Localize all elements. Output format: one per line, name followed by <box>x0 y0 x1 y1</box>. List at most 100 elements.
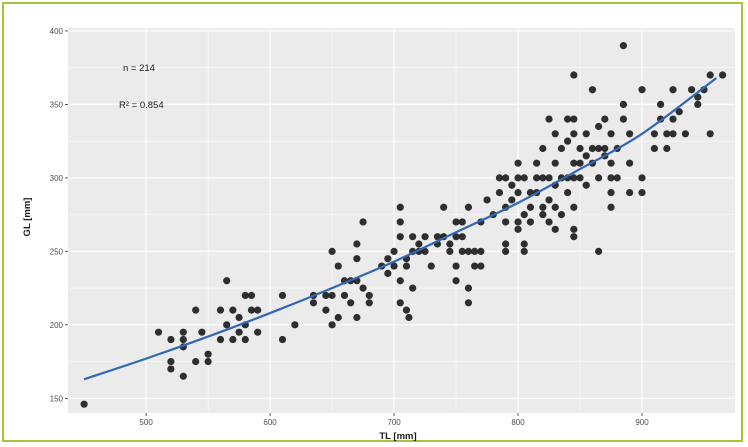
data-point <box>626 130 634 138</box>
data-point <box>607 174 615 182</box>
data-point <box>229 306 237 314</box>
data-point <box>347 299 355 307</box>
data-point <box>291 321 299 329</box>
data-point <box>570 174 578 182</box>
data-point <box>650 144 659 153</box>
data-point <box>570 159 578 167</box>
data-point <box>607 188 615 197</box>
data-point <box>154 328 163 336</box>
data-point <box>688 86 696 94</box>
data-point <box>508 181 516 189</box>
data-point <box>533 174 541 182</box>
data-point <box>384 255 392 263</box>
data-point <box>452 218 460 226</box>
data-point <box>464 284 473 292</box>
data-point <box>570 203 578 211</box>
data-point <box>551 225 559 233</box>
data-point <box>359 284 367 292</box>
data-point <box>167 357 175 366</box>
data-point <box>601 144 609 153</box>
data-point <box>421 247 429 255</box>
data-point <box>576 159 584 167</box>
data-point <box>464 203 473 211</box>
data-point <box>402 262 411 270</box>
data-point <box>254 328 262 336</box>
data-point <box>502 247 510 255</box>
y-tick-label: 350 <box>50 100 64 109</box>
data-point <box>675 108 683 116</box>
data-point <box>539 211 547 219</box>
data-point <box>669 86 677 94</box>
data-point <box>551 130 559 138</box>
data-point <box>576 144 584 153</box>
data-point <box>706 71 714 79</box>
data-point <box>396 233 404 241</box>
fit-curve <box>83 77 718 381</box>
data-point <box>607 203 615 211</box>
x-tick-label: 700 <box>387 418 401 427</box>
data-point <box>440 203 448 211</box>
data-point <box>564 115 572 123</box>
data-point <box>390 247 398 255</box>
data-point <box>452 277 460 285</box>
data-point <box>638 174 646 182</box>
data-point <box>582 181 590 189</box>
data-point <box>619 100 628 109</box>
data-point <box>235 328 243 336</box>
data-point <box>365 291 373 300</box>
data-point <box>576 174 584 182</box>
data-point <box>520 211 528 219</box>
data-point <box>446 240 454 248</box>
data-point <box>446 247 454 255</box>
data-point <box>229 335 237 344</box>
data-point <box>254 306 262 314</box>
data-point <box>204 350 212 358</box>
data-point <box>514 174 522 182</box>
data-point <box>514 188 522 197</box>
data-point <box>619 42 628 50</box>
data-point <box>390 262 398 270</box>
data-point <box>409 233 417 241</box>
data-point <box>570 71 578 79</box>
data-point <box>384 269 392 278</box>
data-point <box>607 159 615 167</box>
data-point <box>650 130 659 138</box>
data-point <box>216 335 225 344</box>
data-point <box>353 255 361 263</box>
data-point <box>626 159 634 167</box>
data-point <box>359 218 367 226</box>
data-point <box>588 86 597 94</box>
data-point <box>464 247 473 255</box>
data-point <box>179 328 187 336</box>
data-point <box>427 262 435 270</box>
annotation-n: n = 214 <box>123 63 155 74</box>
data-point <box>396 203 404 211</box>
data-point <box>638 188 646 197</box>
data-point <box>539 203 547 211</box>
data-point <box>551 203 559 211</box>
data-point <box>409 284 417 292</box>
data-point <box>564 137 572 145</box>
data-point <box>405 313 413 322</box>
data-point <box>421 233 429 241</box>
data-point <box>278 335 287 344</box>
y-tick-label: 400 <box>50 27 64 36</box>
data-point <box>167 335 175 344</box>
data-point <box>458 218 466 226</box>
data-point <box>322 291 330 300</box>
data-point <box>247 306 256 314</box>
data-point <box>619 115 628 123</box>
data-point <box>192 306 200 314</box>
data-point <box>334 313 342 322</box>
data-point <box>433 233 442 241</box>
data-point <box>706 130 714 138</box>
data-point <box>533 159 541 167</box>
data-point <box>520 240 528 248</box>
data-point <box>514 218 522 226</box>
data-point <box>626 188 634 197</box>
data-point <box>595 247 603 255</box>
data-point <box>663 130 671 138</box>
data-point <box>477 262 485 270</box>
data-point <box>570 233 578 241</box>
